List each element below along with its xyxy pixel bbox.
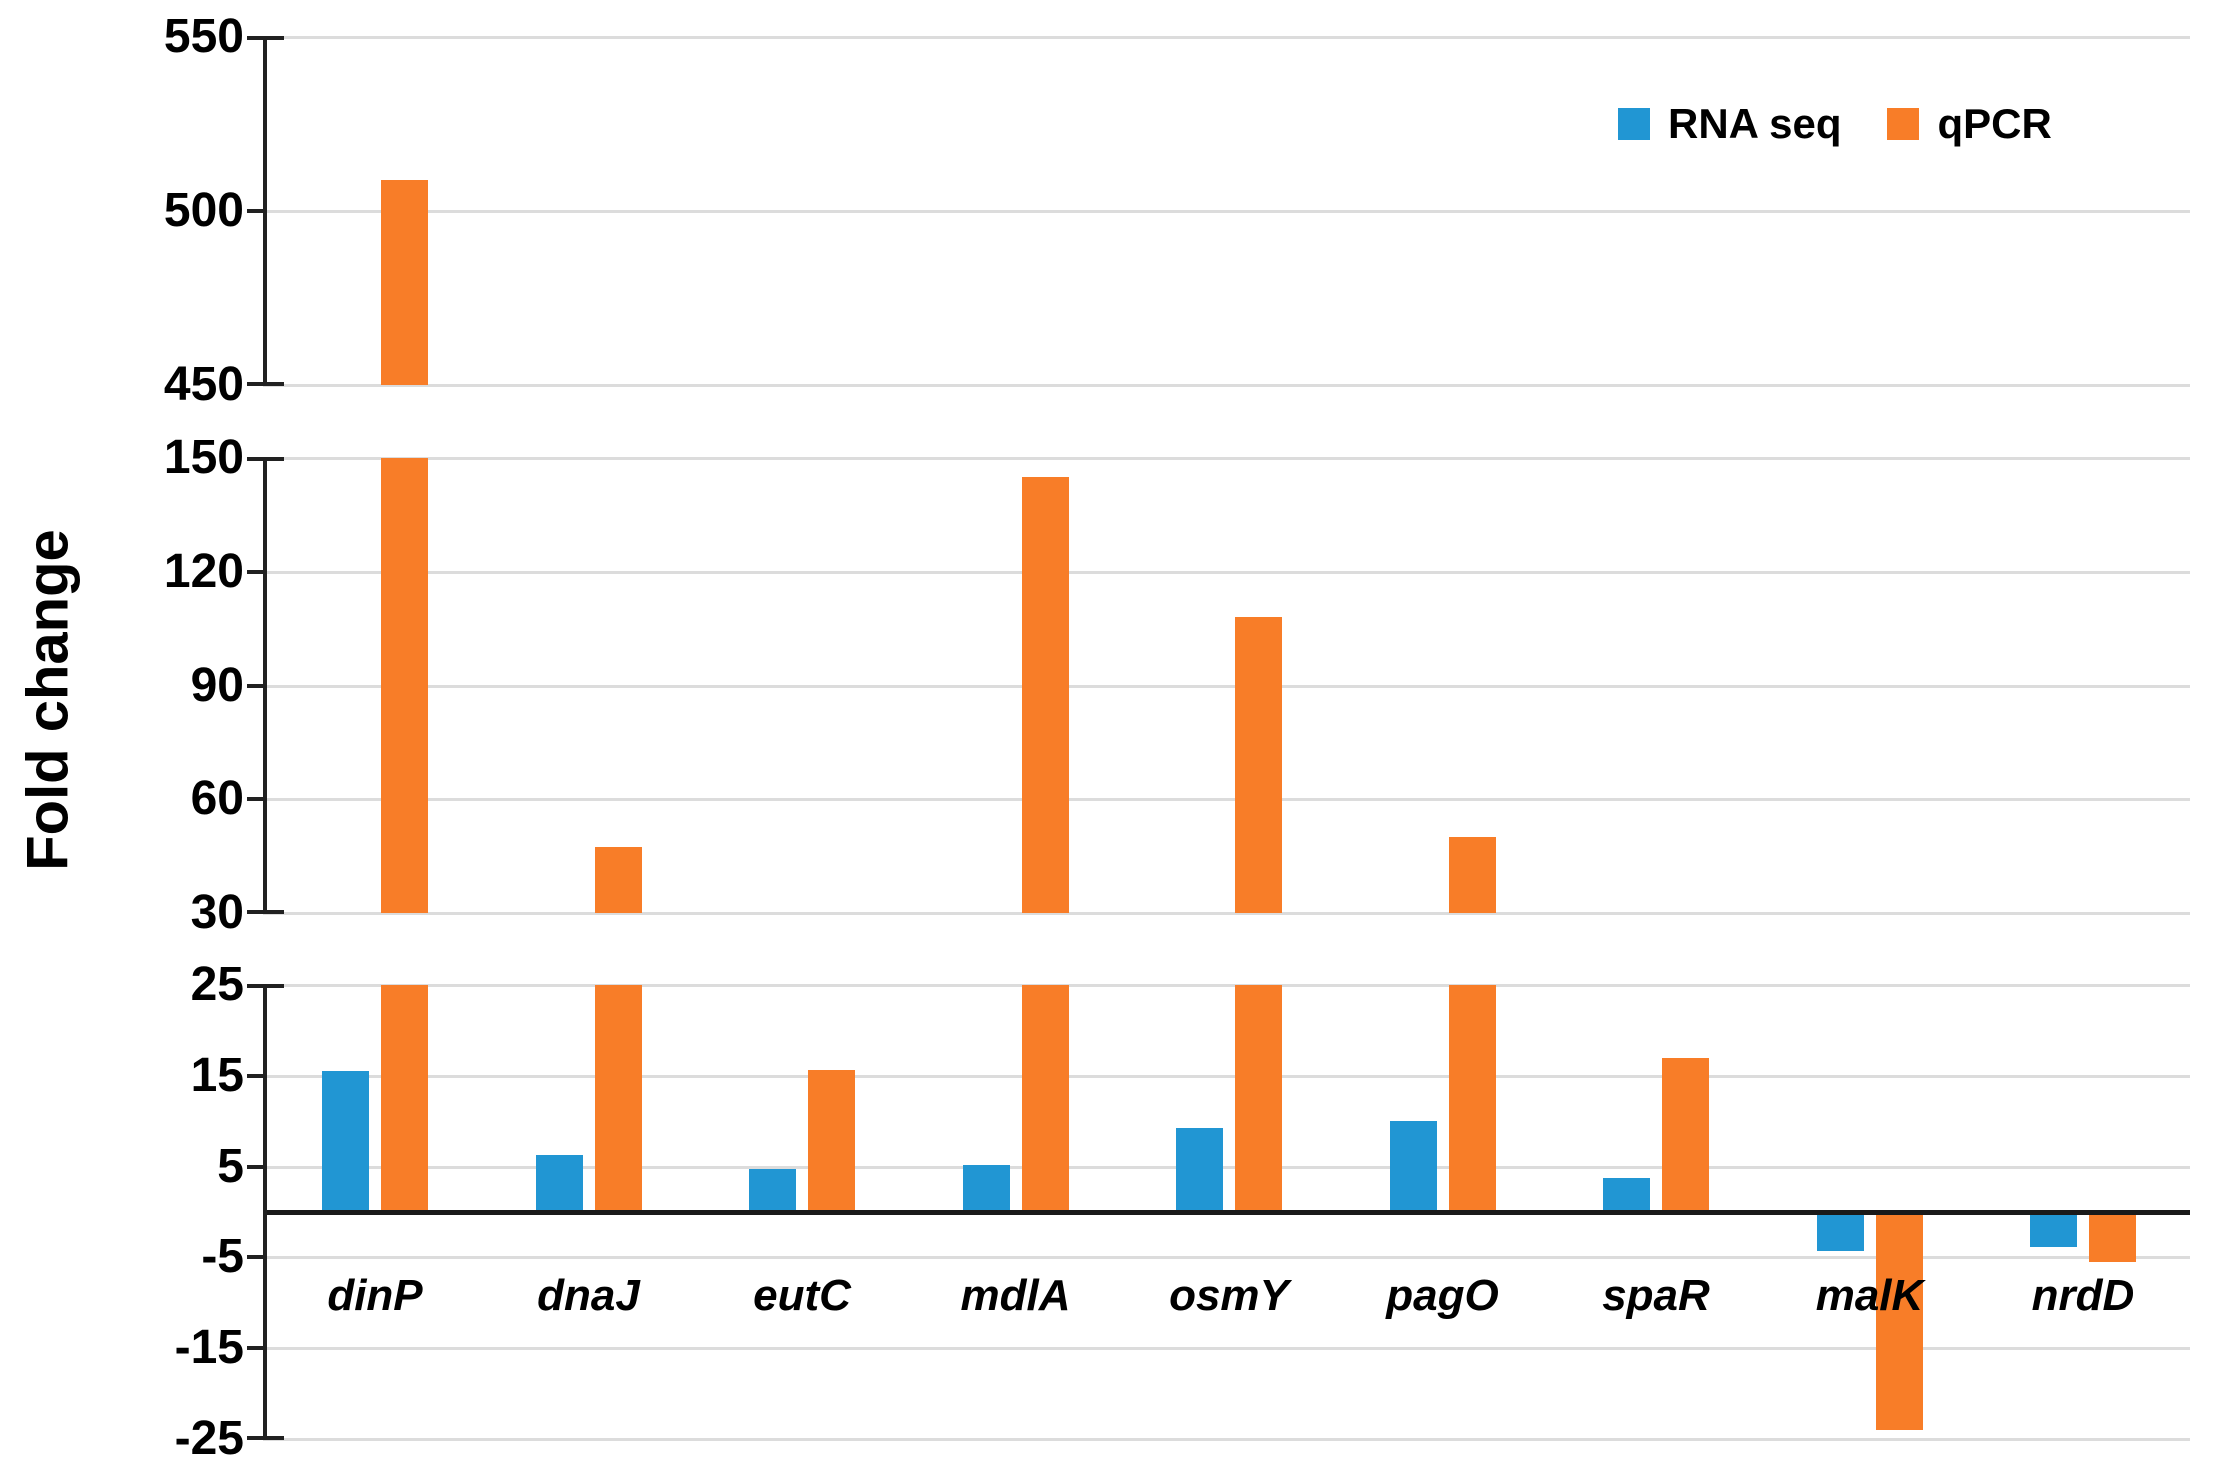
gridline-120	[263, 570, 2190, 574]
bar-rna-seq-nrdD	[2030, 1212, 2077, 1247]
legend-swatch-rna-seq	[1618, 108, 1650, 140]
x-axis-label-osmY: osmY	[1169, 1271, 1289, 1320]
bar-rna-seq-dinP	[322, 1071, 369, 1212]
gridline-5	[263, 1165, 2190, 1169]
x-axis-zero-line	[263, 1210, 2190, 1215]
gridline-25	[263, 984, 2190, 987]
x-axis-label-pagO: pagO	[1386, 1271, 1499, 1320]
legend-label-rna-seq: RNA seq	[1668, 100, 1842, 147]
bar-qpcr-dnaJ-part1	[594, 846, 642, 913]
legend-label-qpcr: qPCR	[1937, 100, 2052, 147]
legend: RNA seq qPCR	[1618, 100, 2098, 148]
bar-qpcr-malK	[1875, 1212, 1923, 1430]
y-axis-tick-60	[247, 797, 267, 802]
gridline-90	[263, 684, 2190, 688]
bar-qpcr-mdlA-part1	[1021, 476, 1069, 913]
gridline-500	[263, 210, 2190, 213]
bar-qpcr-dinP-part1	[381, 458, 428, 913]
y-axis-segment-0-cap-1	[247, 382, 284, 386]
x-axis-label-dnaJ: dnaJ	[537, 1271, 640, 1320]
gridline--15	[263, 1347, 2190, 1351]
bar-rna-seq-malK	[1816, 1212, 1864, 1252]
y-axis-tick-15	[247, 1073, 267, 1078]
y-axis-tick-label--15: -15	[174, 1321, 244, 1375]
bar-qpcr-pagO-part1	[1448, 837, 1496, 913]
bar-qpcr-dinP-part2	[381, 179, 428, 385]
bar-qpcr-mdlA	[1021, 985, 1069, 1212]
x-axis-label-malK: malK	[1815, 1271, 1924, 1320]
x-axis-label-spaR: spaR	[1602, 1271, 1710, 1320]
bar-qpcr-eutC	[808, 1070, 855, 1212]
y-axis-segment-2-cap-0	[247, 984, 284, 988]
bar-rna-seq-eutC	[749, 1169, 796, 1212]
gridline-60	[263, 798, 2190, 802]
bar-qpcr-dinP	[381, 985, 428, 1212]
gridline--5	[263, 1256, 2190, 1260]
bar-qpcr-nrdD	[2089, 1212, 2136, 1262]
bar-qpcr-osmY-part1	[1235, 617, 1282, 913]
bar-rna-seq-pagO	[1389, 1121, 1437, 1212]
gridline-550	[263, 36, 2190, 39]
y-axis-tick-label-150: 150	[163, 431, 244, 484]
gridline-30	[263, 912, 2190, 915]
bar-rna-seq-spaR	[1603, 1178, 1650, 1212]
y-axis-segment-0-cap-0	[247, 36, 284, 40]
y-axis-tick-label-90: 90	[190, 658, 244, 712]
y-axis-tick-label-450: 450	[163, 358, 244, 411]
bar-rna-seq-osmY	[1176, 1128, 1223, 1212]
y-axis-tick--15	[247, 1346, 267, 1351]
y-axis-tick--5	[247, 1255, 267, 1260]
bar-qpcr-spaR	[1662, 1057, 1709, 1212]
y-axis-tick-label-500: 500	[163, 184, 244, 237]
bar-rna-seq-dnaJ	[535, 1154, 583, 1212]
bar-qpcr-dnaJ	[594, 985, 642, 1212]
y-axis-tick-500	[247, 209, 267, 213]
y-axis-segment-2-cap-1	[247, 1436, 284, 1440]
y-axis-tick-5	[247, 1164, 267, 1169]
x-axis-label-dinP: dinP	[327, 1271, 423, 1320]
bar-rna-seq-mdlA	[962, 1164, 1010, 1212]
bar-qpcr-osmY	[1235, 985, 1282, 1212]
y-axis-segment-1-cap-1	[247, 910, 284, 914]
gridline-15	[263, 1074, 2190, 1078]
x-axis-label-nrdD: nrdD	[2031, 1271, 2135, 1320]
y-axis-tick-label-5: 5	[217, 1139, 244, 1193]
y-axis-tick-label-30: 30	[190, 886, 244, 939]
legend-swatch-qpcr	[1887, 108, 1920, 140]
y-axis-tick-label-550: 550	[163, 10, 244, 63]
gridline--25	[263, 1438, 2190, 1441]
y-axis-tick-label--5: -5	[201, 1230, 244, 1284]
gridline-450	[263, 384, 2190, 387]
y-axis-tick-90	[247, 683, 267, 688]
bar-qpcr-pagO	[1448, 985, 1496, 1212]
y-axis-tick-label-15: 15	[190, 1048, 244, 1102]
gridline-150	[263, 457, 2190, 460]
x-axis-label-eutC: eutC	[753, 1271, 851, 1320]
y-axis-segment-2	[263, 985, 267, 1439]
y-axis-segment-1-cap-0	[247, 457, 284, 461]
x-axis-label-mdlA: mdlA	[960, 1271, 1071, 1320]
y-axis-tick-label--25: -25	[174, 1412, 244, 1465]
y-axis-tick-label-25: 25	[190, 958, 244, 1011]
y-axis-tick-label-60: 60	[190, 772, 244, 826]
y-axis-tick-label-120: 120	[163, 544, 244, 598]
y-axis-tick-120	[247, 569, 267, 574]
